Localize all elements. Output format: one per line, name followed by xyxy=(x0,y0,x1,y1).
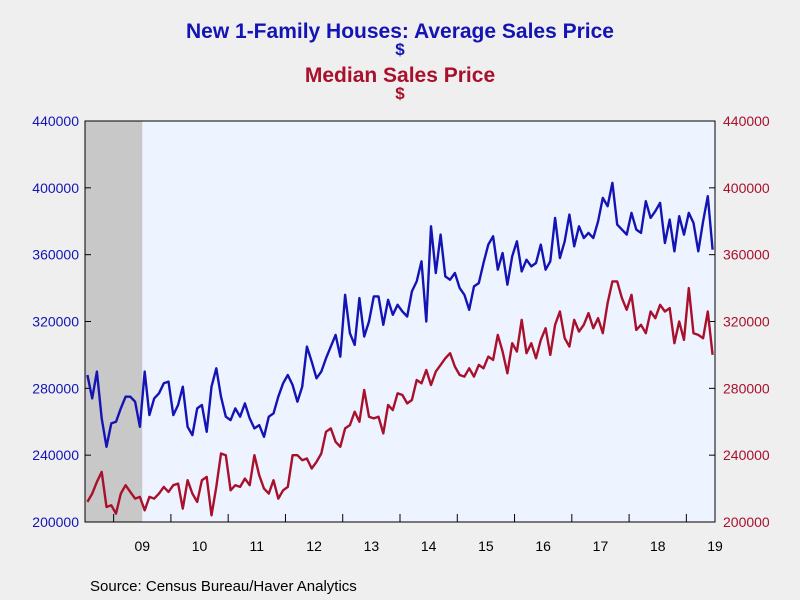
y-tick-label-left: 440000 xyxy=(32,113,79,129)
y-axis-right: 200000 240000 280000 320000 360000 400000 4400… xyxy=(709,113,770,530)
title-unit: $ xyxy=(395,40,405,59)
source-note: Source: Census Bureau/Haver Analytics xyxy=(90,578,357,595)
x-tick-label: 18 xyxy=(650,538,666,554)
y-tick-label-left: 360000 xyxy=(32,247,79,263)
y-tick-label-left: 240000 xyxy=(32,447,79,463)
x-tick-label: 14 xyxy=(421,538,437,554)
chart-subtitle: Median Sales Price xyxy=(304,64,496,87)
x-tick-label: 13 xyxy=(364,538,380,554)
y-tick-label-right: 320000 xyxy=(723,314,770,330)
y-axis-left: 200000 240000 280000 320000 360000 400000 4400… xyxy=(32,113,91,530)
x-tick-label: 17 xyxy=(593,538,609,554)
y-tick-label-right: 360000 xyxy=(723,247,770,263)
y-tick-label-right: 280000 xyxy=(723,380,770,396)
plot-area xyxy=(85,121,715,522)
subtitle-unit: $ xyxy=(395,84,405,103)
average-price-line xyxy=(86,181,714,448)
y-tick-label-left: 280000 xyxy=(32,380,79,396)
x-tick-label: 10 xyxy=(192,538,208,554)
y-tick-label-right: 400000 xyxy=(723,180,770,196)
y-tick-label-right: 440000 xyxy=(723,113,770,129)
plot-frame xyxy=(84,120,716,523)
recession-band xyxy=(85,121,143,522)
x-tick-label: 19 xyxy=(707,538,723,554)
y-tick-label-left: 320000 xyxy=(32,314,79,330)
x-axis: 09 10 11 12 13 14 15 16 17 18 19 xyxy=(113,514,723,554)
y-tick-label-right: 240000 xyxy=(723,447,770,463)
y-tick-label-left: 200000 xyxy=(32,514,79,530)
x-tick-label: 11 xyxy=(250,538,265,554)
y-tick-label-right: 200000 xyxy=(723,514,770,530)
x-tick-label: 12 xyxy=(306,538,322,554)
y-tick-label-left: 400000 xyxy=(32,180,79,196)
median-price-line xyxy=(86,280,714,517)
x-tick-label: 16 xyxy=(535,538,551,554)
chart-title: New 1-Family Houses: Average Sales Price xyxy=(186,20,614,43)
x-tick-label: 09 xyxy=(134,538,150,554)
x-tick-label: 15 xyxy=(478,538,494,554)
